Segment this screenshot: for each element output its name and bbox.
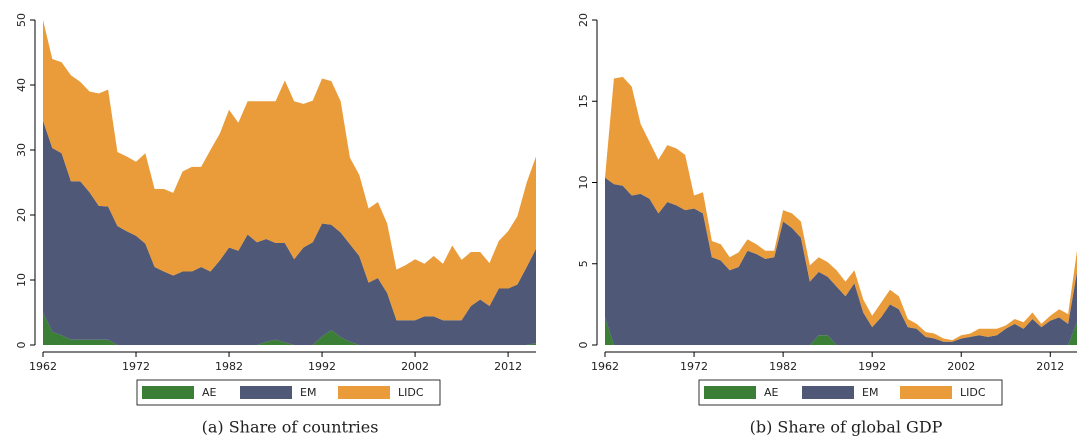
x-tick-label: 2012 <box>1036 360 1064 373</box>
x-tick-label: 1962 <box>29 360 57 373</box>
legend-swatch <box>338 386 390 399</box>
area <box>43 120 536 345</box>
x-tick-label: 2002 <box>401 360 429 373</box>
legend-label: EM <box>300 386 316 399</box>
legend-swatch <box>142 386 194 399</box>
x-tick-label: 1972 <box>680 360 708 373</box>
legend-swatch <box>900 386 952 399</box>
y-tick-label: 30 <box>15 143 28 157</box>
area <box>43 20 536 321</box>
legend-swatch <box>802 386 854 399</box>
y-tick-label: 0 <box>15 342 28 349</box>
x-tick-label: 1972 <box>122 360 150 373</box>
y-tick-label: 50 <box>15 13 28 27</box>
area <box>605 76 1077 342</box>
caption: (a) Share of countries <box>202 418 379 437</box>
area <box>605 177 1077 345</box>
x-tick-label: 2002 <box>947 360 975 373</box>
area <box>43 312 536 345</box>
x-tick-label: 1992 <box>858 360 886 373</box>
y-tick-label: 15 <box>577 94 590 108</box>
x-tick-label: 1962 <box>591 360 619 373</box>
y-tick-label: 20 <box>15 208 28 222</box>
x-tick-label: 1982 <box>769 360 797 373</box>
x-tick-label: 1982 <box>215 360 243 373</box>
y-tick-label: 10 <box>15 273 28 287</box>
x-tick-label: 2012 <box>494 360 522 373</box>
y-tick-label: 5 <box>577 260 590 267</box>
legend-swatch <box>704 386 756 399</box>
y-tick-label: 10 <box>577 176 590 190</box>
legend-label: LIDC <box>398 386 424 399</box>
y-tick-label: 0 <box>577 342 590 349</box>
caption: (b) Share of global GDP <box>750 418 943 437</box>
y-tick-label: 40 <box>15 78 28 92</box>
legend-label: AE <box>764 386 779 399</box>
legend-label: AE <box>202 386 217 399</box>
y-tick-label: 20 <box>577 13 590 27</box>
x-tick-label: 1992 <box>308 360 336 373</box>
legend-label: EM <box>862 386 878 399</box>
legend-label: LIDC <box>960 386 986 399</box>
legend-swatch <box>240 386 292 399</box>
